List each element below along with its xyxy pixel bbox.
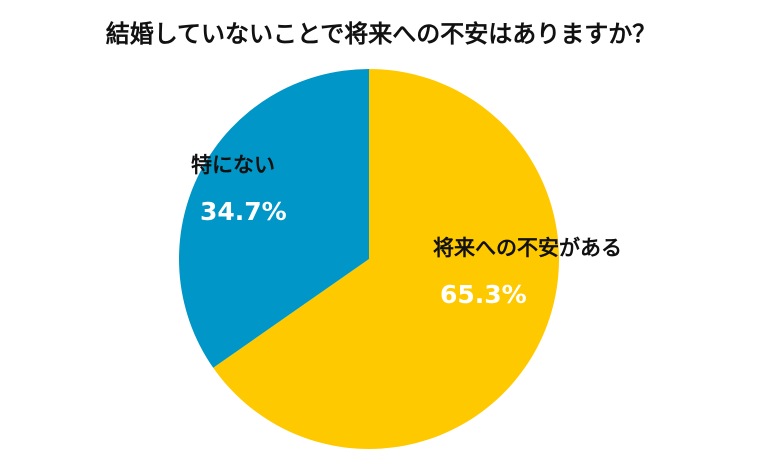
slice-label-none: 特にない [191, 153, 275, 177]
chart-title: 結婚していないことで将来への不安はありますか？ [105, 20, 657, 48]
pie-slices [179, 69, 559, 449]
slice-value-none: 34.7% [200, 197, 287, 226]
slice-value-anxious: 65.3% [440, 280, 527, 309]
slice-label-anxious: 将来への不安がある [433, 236, 622, 260]
pie-slice-anxious [213, 69, 559, 449]
pie-slice-none [179, 69, 369, 368]
